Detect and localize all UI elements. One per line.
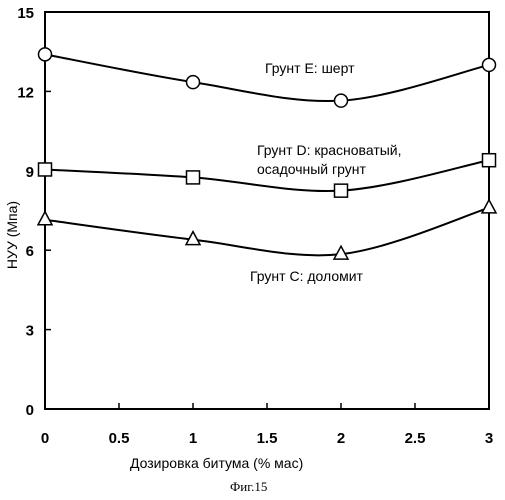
series-label-d-line1: Грунт D: красноватый, xyxy=(257,142,402,158)
series-line-2 xyxy=(45,208,489,255)
series-label-d-line2: осадочный грунт xyxy=(257,161,366,177)
x-tick-label-5: 2.5 xyxy=(405,430,426,447)
y-tick-label-1: 3 xyxy=(26,323,34,340)
data-point-2-3 xyxy=(482,200,496,213)
data-point-0-2 xyxy=(335,94,348,107)
data-point-0-3 xyxy=(483,58,496,71)
x-tick-label-2: 1 xyxy=(189,430,197,447)
data-point-1-3 xyxy=(483,154,496,167)
data-point-1-1 xyxy=(187,171,200,184)
data-point-2-0 xyxy=(38,212,52,225)
y-tick-label-0: 0 xyxy=(26,402,34,419)
y-tick-label-2: 6 xyxy=(26,243,34,260)
data-point-0-0 xyxy=(39,48,52,61)
x-tick-label-4: 2 xyxy=(337,430,345,447)
x-axis-label: Дозировка битума (% мас) xyxy=(130,455,303,471)
x-tick-label-6: 3 xyxy=(485,430,493,447)
figure-caption: Фиг.15 xyxy=(230,479,267,494)
x-tick-label-3: 1.5 xyxy=(257,430,278,447)
series-label-c: Грунт С: доломит xyxy=(250,268,364,284)
y-tick-label-3: 9 xyxy=(26,164,34,181)
data-point-0-1 xyxy=(187,76,200,89)
series-label-e: Грунт Е: шерт xyxy=(265,60,355,76)
data-point-1-0 xyxy=(39,163,52,176)
y-tick-label-4: 12 xyxy=(17,84,34,101)
x-tick-label-1: 0.5 xyxy=(109,430,130,447)
y-axis-label: НУУ (Мпа) xyxy=(4,201,20,269)
data-point-1-2 xyxy=(335,184,348,197)
y-tick-label-5: 15 xyxy=(17,5,34,22)
x-tick-label-0: 0 xyxy=(41,430,49,447)
